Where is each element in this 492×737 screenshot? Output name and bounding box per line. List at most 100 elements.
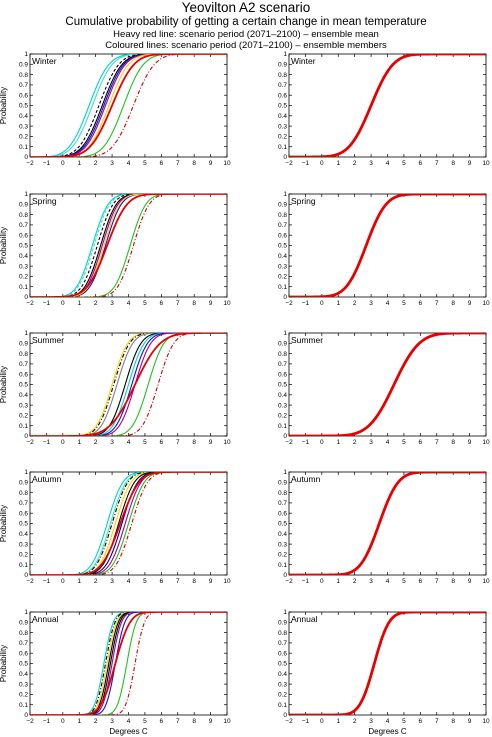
x-tick-label: 7 xyxy=(176,160,180,167)
y-tick-label: 0.2 xyxy=(278,692,287,699)
y-tick-label: 0 xyxy=(24,154,28,161)
x-tick-label: −2 xyxy=(26,578,34,585)
x-tick-label: 7 xyxy=(176,439,180,446)
y-tick-label: 0.8 xyxy=(19,72,28,79)
plot-frame xyxy=(288,193,487,298)
x-tick-label: 0 xyxy=(61,300,65,307)
y-tick-label: 0.9 xyxy=(19,480,28,487)
x-tick-label: 0 xyxy=(61,718,65,725)
ensemble-member-line-9 xyxy=(30,612,227,715)
legend-note-mean: Heavy red line: scenario period (2071–21… xyxy=(113,29,379,40)
x-tick-label: −2 xyxy=(285,439,293,446)
x-tick-label: 2 xyxy=(353,718,357,725)
x-tick-label: 3 xyxy=(369,300,373,307)
ensemble-member-line-1 xyxy=(30,333,227,436)
y-tick-label: 1 xyxy=(24,469,28,476)
x-tick-label: 4 xyxy=(386,439,390,446)
ensemble-mean-line xyxy=(30,333,227,436)
x-tick-label: 0 xyxy=(320,300,324,307)
ensemble-member-line-5 xyxy=(30,612,227,715)
y-tick-label: 0 xyxy=(283,433,287,440)
x-tick-label: 4 xyxy=(127,160,131,167)
figure-header: Yeovilton A2 scenario Cumulative probabi… xyxy=(0,0,492,51)
y-tick-label: 0 xyxy=(24,572,28,579)
y-tick-label: 0.9 xyxy=(19,341,28,348)
x-tick-label: −2 xyxy=(285,300,293,307)
y-tick-label: 0.1 xyxy=(19,562,28,569)
x-tick-label: 9 xyxy=(468,718,472,725)
ensemble-member-line-5 xyxy=(30,333,227,436)
ensemble-member-line-2 xyxy=(30,54,227,157)
y-tick-label: 0.2 xyxy=(19,692,28,699)
y-tick-label: 0.4 xyxy=(19,671,28,678)
season-label: Summer xyxy=(291,335,323,345)
y-tick-label: 0.9 xyxy=(278,620,287,627)
y-tick-label: 0.5 xyxy=(19,521,28,528)
y-tick-label: 1 xyxy=(24,51,28,58)
y-tick-label: 0.6 xyxy=(19,510,28,517)
y-tick-label: 0.3 xyxy=(278,402,287,409)
y-axis-label: Probability xyxy=(0,366,8,403)
y-tick-label: 0.4 xyxy=(19,392,28,399)
y-tick-label: 0.1 xyxy=(19,144,28,151)
x-tick-label: 5 xyxy=(402,578,406,585)
x-tick-label: 9 xyxy=(468,160,472,167)
y-tick-label: 0.8 xyxy=(278,72,287,79)
ensemble-mean-line xyxy=(289,54,486,157)
season-label: Annual xyxy=(291,614,318,624)
x-tick-label: 7 xyxy=(435,718,439,725)
x-tick-label: 7 xyxy=(435,160,439,167)
ensemble-member-line-7 xyxy=(30,612,227,715)
x-tick-label: 5 xyxy=(402,300,406,307)
x-tick-label: 2 xyxy=(353,160,357,167)
x-tick-label: 3 xyxy=(110,578,114,585)
ensemble-mean-line xyxy=(289,472,486,575)
x-tick-label: 6 xyxy=(419,718,423,725)
y-tick-label: 0.3 xyxy=(278,541,287,548)
x-tick-label: 9 xyxy=(209,160,213,167)
x-tick-label: 9 xyxy=(209,578,213,585)
x-tick-label: 0 xyxy=(61,578,65,585)
y-tick-label: 0.3 xyxy=(19,681,28,688)
x-tick-label: 0 xyxy=(320,578,324,585)
x-tick-label: 6 xyxy=(160,578,164,585)
ensemble-mean-line xyxy=(289,333,486,436)
x-tick-label: −2 xyxy=(285,718,293,725)
y-tick-label: 0.7 xyxy=(19,500,28,507)
x-tick-label: 8 xyxy=(451,439,455,446)
x-tick-label: −2 xyxy=(285,578,293,585)
plot-frame xyxy=(288,471,487,576)
x-tick-label: −2 xyxy=(26,718,34,725)
x-tick-label: 10 xyxy=(482,300,490,307)
x-tick-label: 3 xyxy=(369,718,373,725)
y-tick-label: 0.9 xyxy=(278,62,287,69)
x-tick-label: 4 xyxy=(127,578,131,585)
x-tick-label: 9 xyxy=(209,439,213,446)
y-tick-label: 0.4 xyxy=(19,253,28,260)
y-tick-label: 0.4 xyxy=(19,113,28,120)
season-label: Summer xyxy=(32,335,64,345)
panel-winter-members: −2 −1 0 1 2 3 4 5 6 7 8 9 10 0 0.1 0.2 0.3 0.4 0.5 0.6 0.7 0.… xyxy=(0,51,231,167)
x-tick-label: 6 xyxy=(419,300,423,307)
season-label: Spring xyxy=(32,196,57,206)
y-tick-label: 0.2 xyxy=(278,413,287,420)
ensemble-member-line-6 xyxy=(30,612,227,715)
ensemble-member-line-6 xyxy=(30,333,227,436)
ensemble-member-line-5 xyxy=(30,472,227,575)
y-tick-label: 0.3 xyxy=(19,541,28,548)
x-tick-label: −1 xyxy=(302,439,310,446)
y-tick-label: 1 xyxy=(283,51,287,58)
y-tick-label: 1 xyxy=(283,330,287,337)
ensemble-mean-line xyxy=(30,194,227,297)
y-tick-label: 1 xyxy=(24,330,28,337)
y-tick-label: 0.4 xyxy=(19,531,28,538)
y-tick-label: 0.5 xyxy=(19,382,28,389)
x-tick-label: 1 xyxy=(336,718,340,725)
y-tick-label: 0.7 xyxy=(278,640,287,647)
x-tick-label: 4 xyxy=(386,300,390,307)
x-tick-label: 1 xyxy=(336,160,340,167)
x-tick-label: 3 xyxy=(369,578,373,585)
y-tick-label: 0.2 xyxy=(19,552,28,559)
season-label: Winter xyxy=(32,56,57,66)
